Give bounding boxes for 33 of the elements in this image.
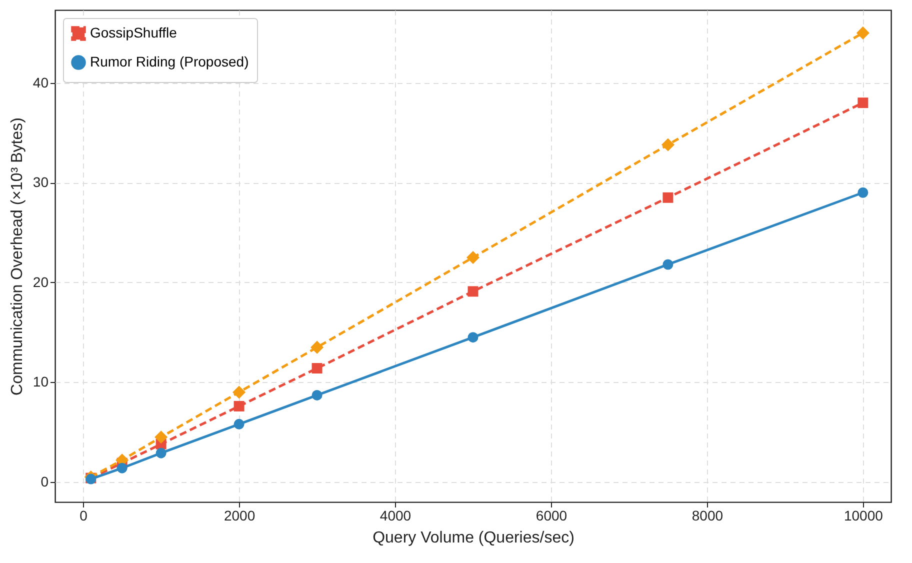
y-tick-label: 20 (32, 274, 49, 290)
point (234, 418, 244, 430)
point (466, 250, 480, 264)
x-tick-label: 4000 (380, 508, 412, 524)
y-tick-label: 0 (40, 474, 49, 490)
point (232, 386, 246, 399)
point (858, 187, 868, 198)
point (234, 400, 244, 412)
point (310, 340, 324, 354)
x-tick-label: 2000 (224, 508, 256, 524)
point (156, 448, 166, 458)
point (312, 390, 322, 400)
legend-label: GossipShuffle (90, 24, 178, 40)
y-axis-title: Communication Overhead (×10³ Bytes) (8, 118, 26, 396)
point (662, 192, 674, 203)
y-tick-label: 30 (32, 174, 49, 190)
x-tick-label: 6000 (536, 508, 568, 524)
x-tick-label: 0 (80, 508, 88, 524)
point (116, 462, 128, 474)
y-tick-label: 40 (32, 74, 49, 90)
point (468, 332, 478, 343)
point (468, 286, 478, 297)
point (858, 98, 868, 108)
point (312, 363, 322, 374)
point (154, 430, 168, 444)
x-axis-title: Query Volume (Queries/sec) (372, 530, 574, 546)
point (856, 26, 870, 40)
point (662, 259, 674, 270)
x-tick-label: 10000 (844, 508, 884, 524)
x-tick-label: 8000 (692, 508, 724, 524)
y-tick-label: 10 (32, 374, 49, 390)
legend-label: Rumor Riding (Proposed) (90, 54, 249, 70)
point (661, 138, 674, 152)
